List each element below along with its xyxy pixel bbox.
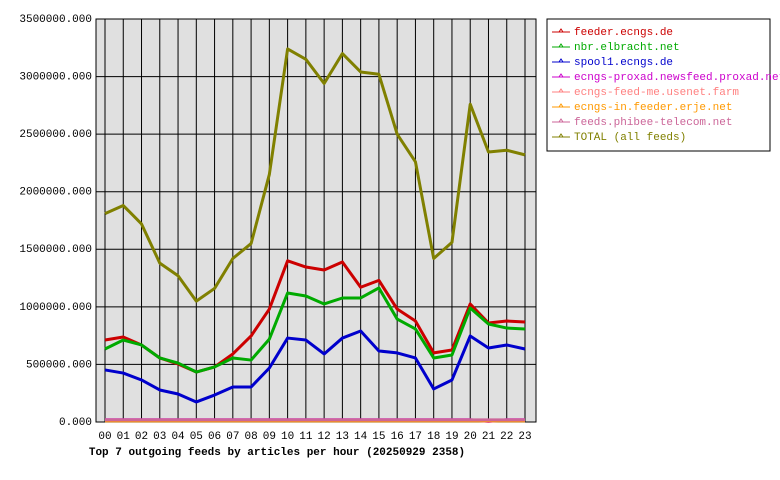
legend-box — [546, 18, 771, 152]
legend-marker — [558, 28, 564, 33]
x-tick-label: 03 — [153, 431, 166, 443]
x-tick-label: 12 — [318, 431, 331, 443]
x-tick-label: 06 — [208, 431, 221, 443]
x-tick-label: 17 — [409, 431, 422, 443]
y-tick-label: 1000000.000 — [19, 302, 92, 314]
x-tick-label: 04 — [171, 431, 185, 443]
legend-label: ecngs-proxad.newsfeed.proxad.net — [574, 72, 780, 84]
x-tick-label: 05 — [190, 431, 203, 443]
y-tick-label: 500000.000 — [26, 359, 92, 371]
legend-label: feeds.phibee-telecom.net — [574, 117, 732, 129]
y-tick-label: 1500000.000 — [19, 244, 92, 256]
legend-marker — [558, 118, 564, 123]
x-tick-label: 22 — [500, 431, 513, 443]
x-tick-label: 11 — [299, 431, 313, 443]
legend-label: TOTAL (all feeds) — [574, 132, 686, 144]
legend-label: feeder.ecngs.de — [574, 27, 673, 39]
legend-marker — [558, 88, 564, 93]
y-tick-label: 3500000.000 — [19, 14, 92, 26]
x-tick-label: 13 — [336, 431, 349, 443]
x-tick-label: 09 — [263, 431, 276, 443]
legend-label: nbr.elbracht.net — [574, 42, 680, 54]
series-line — [104, 286, 526, 374]
legend-marker — [558, 43, 564, 48]
x-tick-label: 08 — [244, 431, 257, 443]
chart-title: Top 7 outgoing feeds by articles per hou… — [89, 447, 465, 459]
y-tick-label: 0.000 — [59, 417, 92, 429]
y-tick-label: 2000000.000 — [19, 187, 92, 199]
x-tick-label: 15 — [372, 431, 385, 443]
x-tick-label: 01 — [117, 431, 131, 443]
y-tick-label: 2500000.000 — [19, 129, 92, 141]
legend-label: ecngs-feed-me.usenet.farm — [574, 87, 739, 99]
legend-marker — [558, 58, 564, 63]
x-tick-label: 18 — [427, 431, 440, 443]
legend-label: spool1.ecngs.de — [574, 57, 673, 69]
x-tick-label: 21 — [482, 431, 496, 443]
x-tick-label: 10 — [281, 431, 294, 443]
x-tick-label: 00 — [98, 431, 111, 443]
y-tick-label: 3000000.000 — [19, 71, 92, 83]
x-tick-label: 14 — [354, 431, 368, 443]
x-tick-label: 07 — [226, 431, 239, 443]
legend-marker — [558, 103, 564, 108]
legend-marker — [558, 73, 564, 78]
series-line — [104, 329, 526, 404]
x-tick-label: 16 — [391, 431, 404, 443]
x-tick-label: 20 — [464, 431, 477, 443]
legend-label: ecngs-in.feeder.erje.net — [574, 102, 732, 114]
x-tick-label: 23 — [518, 431, 531, 443]
x-tick-label: 02 — [135, 431, 148, 443]
x-tick-label: 19 — [445, 431, 458, 443]
legend-marker — [558, 133, 564, 138]
series-line — [104, 47, 526, 303]
